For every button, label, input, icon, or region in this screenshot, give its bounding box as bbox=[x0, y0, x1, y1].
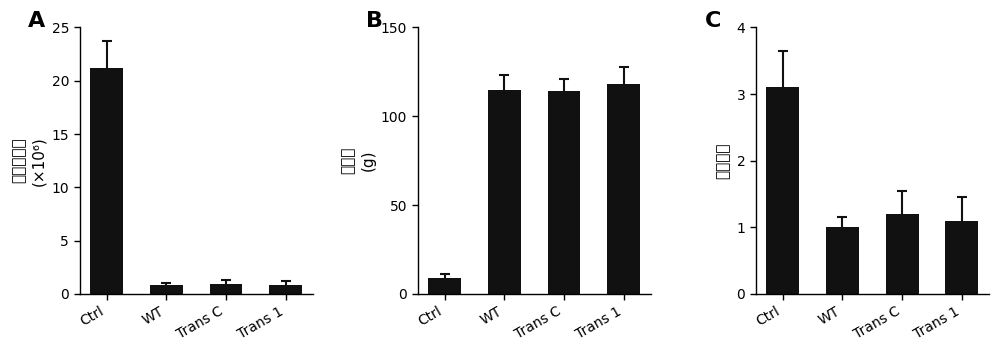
Y-axis label: 卵囊拍出量
(×10⁶): 卵囊拍出量 (×10⁶) bbox=[11, 136, 46, 186]
Bar bbox=[428, 278, 461, 294]
Bar bbox=[210, 284, 242, 294]
Bar bbox=[150, 285, 183, 294]
Bar bbox=[488, 90, 521, 294]
Bar bbox=[886, 214, 919, 294]
Bar bbox=[945, 221, 978, 294]
Text: C: C bbox=[704, 11, 721, 31]
Bar bbox=[766, 88, 799, 294]
Bar bbox=[90, 68, 123, 294]
Bar bbox=[548, 91, 580, 294]
Bar bbox=[607, 84, 640, 294]
Text: A: A bbox=[28, 11, 45, 31]
Y-axis label: 病变计分: 病变计分 bbox=[716, 142, 731, 179]
Text: B: B bbox=[366, 11, 383, 31]
Bar bbox=[269, 285, 302, 294]
Y-axis label: 体增重
(g): 体增重 (g) bbox=[340, 147, 375, 174]
Bar bbox=[826, 227, 859, 294]
